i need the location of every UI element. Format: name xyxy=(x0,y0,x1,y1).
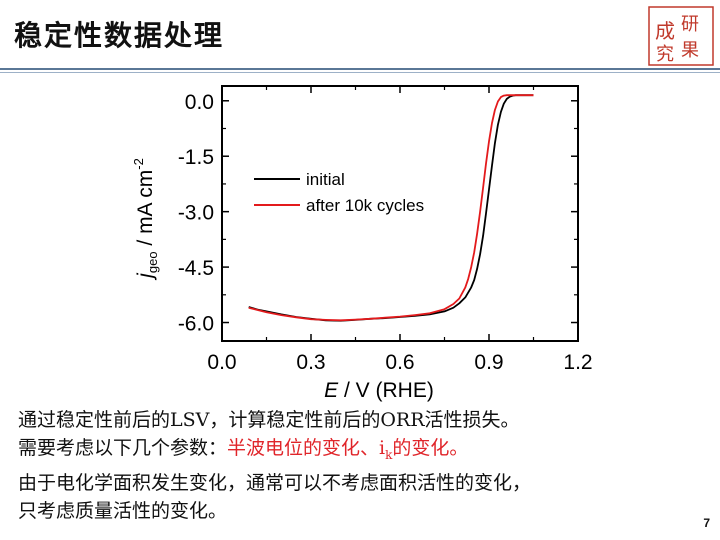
body-line-3: 由于电化学面积发生变化，通常可以不考虑面积活性的变化， xyxy=(18,471,532,494)
logo-char-3: 究 xyxy=(656,44,674,65)
title-divider xyxy=(0,68,720,70)
chart-legend: initial after 10k cycles xyxy=(254,170,424,215)
x-tick-label: 0.0 xyxy=(207,351,236,374)
title-divider-thin xyxy=(0,72,720,73)
series-line-after-10k-cycles xyxy=(248,94,534,322)
body-line-2-highlight-sub: k xyxy=(385,447,393,462)
slide-title: 稳定性数据处理 xyxy=(14,19,225,52)
logo-char-4: 果 xyxy=(681,40,699,61)
legend-label: initial xyxy=(306,170,345,189)
body-line-4: 只考虑质量活性的变化。 xyxy=(18,499,228,522)
x-tick-label: 0.3 xyxy=(296,351,325,374)
chart-axes: 0.0 0.3 0.6 0.9 1.2 0.0 -1.5 -3.0 -4.5 -6.0 xyxy=(178,85,593,374)
logo-char-2: 成 xyxy=(655,19,675,43)
chart-curves xyxy=(248,94,534,322)
logo-char-1: 研 xyxy=(681,14,699,35)
y-tick-label: -1.5 xyxy=(178,146,214,169)
institution-logo: 研 成 究 果 xyxy=(648,6,714,66)
y-tick-label: -3.0 xyxy=(178,202,214,225)
slide-body: 通过稳定性前后的LSV，计算稳定性前后的ORR活性损失。 需要考虑以下几个参数：… xyxy=(18,406,718,525)
body-line-2: 需要考虑以下几个参数：半波电位的变化、ik的变化。 xyxy=(18,434,718,469)
body-line-2-highlight-a: 半波电位的变化、i xyxy=(227,437,386,459)
y-tick-label: -4.5 xyxy=(178,257,214,280)
x-axis-label: E / V (RHE) xyxy=(324,379,434,402)
body-line-1: 通过稳定性前后的LSV，计算稳定性前后的ORR活性损失。 xyxy=(18,409,520,431)
page-number: 7 xyxy=(703,516,710,530)
x-tick-label: 1.2 xyxy=(563,351,592,374)
body-line-2-prefix: 需要考虑以下几个参数： xyxy=(18,437,228,459)
x-tick-label: 0.9 xyxy=(474,351,503,374)
y-tick-label: 0.0 xyxy=(185,91,214,114)
y-tick-label: -6.0 xyxy=(178,313,214,336)
lsv-chart: 0.0 0.3 0.6 0.9 1.2 0.0 -1.5 -3.0 -4.5 -6.0 initi… xyxy=(131,85,593,402)
x-tick-label: 0.6 xyxy=(385,351,414,374)
legend-label: after 10k cycles xyxy=(306,196,424,215)
y-axis-label: jgeo / mA cm-2 xyxy=(131,158,160,281)
body-line-2-highlight-b: 的变化。 xyxy=(392,437,469,459)
